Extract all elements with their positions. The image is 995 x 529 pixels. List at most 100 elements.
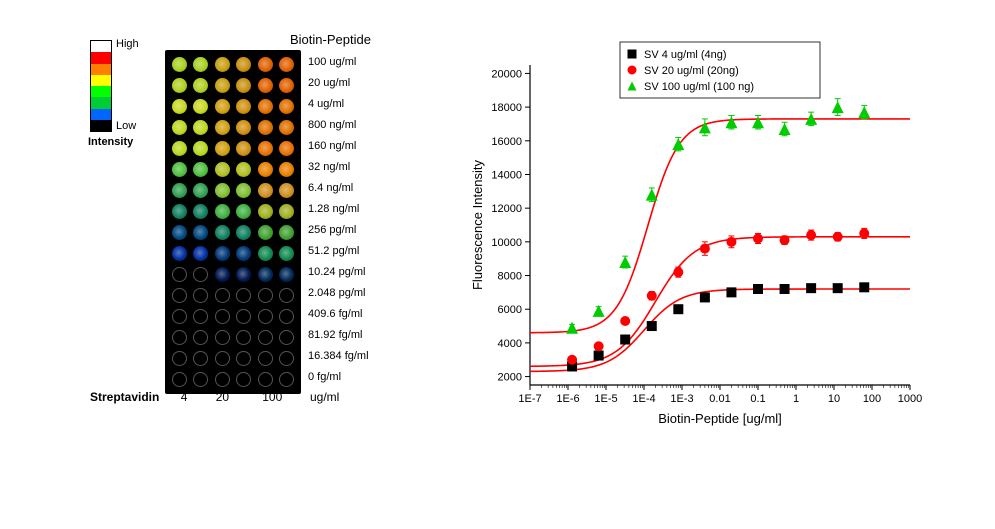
microarray-spot: [193, 246, 208, 261]
microarray-row: [169, 327, 297, 348]
microarray-row: [169, 159, 297, 180]
microarray-spot: [193, 267, 208, 282]
svg-text:10000: 10000: [491, 237, 522, 249]
svg-text:8000: 8000: [498, 271, 522, 283]
microarray-spot: [215, 78, 230, 93]
microarray-spot: [172, 372, 187, 387]
microarray-spot: [279, 246, 294, 261]
microarray-spot: [215, 288, 230, 303]
concentration-label: 0 fg/ml: [308, 367, 369, 388]
concentration-label: 4 ug/ml: [308, 94, 369, 115]
microarray-row: [169, 201, 297, 222]
svg-text:16000: 16000: [491, 136, 522, 148]
svg-text:4000: 4000: [498, 338, 522, 350]
concentration-label: 1.28 ng/ml: [308, 199, 369, 220]
microarray-spot: [279, 309, 294, 324]
microarray-spot: [193, 288, 208, 303]
microarray-spot: [279, 267, 294, 282]
concentration-label: 256 pg/ml: [308, 220, 369, 241]
microarray-spot: [193, 372, 208, 387]
microarray-spot: [258, 225, 273, 240]
microarray-spot: [172, 309, 187, 324]
microarray-spot: [193, 309, 208, 324]
microarray-spot: [193, 351, 208, 366]
svg-text:0.1: 0.1: [750, 393, 765, 405]
microarray-spot: [172, 330, 187, 345]
microarray-spot: [172, 183, 187, 198]
microarray-spot: [236, 141, 251, 156]
microarray-spot: [236, 120, 251, 135]
microarray-spot: [172, 267, 187, 282]
microarray-row: [169, 117, 297, 138]
svg-text:SV 100 ug/ml (100 ng): SV 100 ug/ml (100 ng): [644, 81, 754, 93]
colorbar-group: High Low Intensity: [90, 40, 112, 132]
concentration-label: 6.4 ng/ml: [308, 178, 369, 199]
svg-text:0.01: 0.01: [709, 393, 730, 405]
microarray-spot: [193, 204, 208, 219]
microarray-spot: [215, 99, 230, 114]
microarray-spot: [193, 330, 208, 345]
microarray-spot: [172, 57, 187, 72]
microarray-row: [169, 264, 297, 285]
microarray-spot: [172, 225, 187, 240]
svg-text:1E-5: 1E-5: [594, 393, 617, 405]
microarray-spot: [215, 141, 230, 156]
colorbar-low-label: Low: [116, 120, 136, 132]
svg-text:100: 100: [863, 393, 881, 405]
microarray-row: [169, 369, 297, 390]
microarray-spot: [215, 225, 230, 240]
microarray-spot: [236, 78, 251, 93]
svg-text:2000: 2000: [498, 372, 522, 384]
svg-text:6000: 6000: [498, 304, 522, 316]
microarray-spot: [215, 372, 230, 387]
svg-text:20000: 20000: [491, 68, 522, 80]
microarray-spot: [193, 99, 208, 114]
microarray-spot: [193, 57, 208, 72]
microarray-row: [169, 54, 297, 75]
sv-ticks: 4 20 100: [165, 388, 301, 404]
microarray-spot: [258, 183, 273, 198]
svg-text:1E-3: 1E-3: [670, 393, 693, 405]
microarray-spot: [193, 162, 208, 177]
microarray-spot: [172, 351, 187, 366]
microarray-spot: [279, 351, 294, 366]
microarray-image: [165, 50, 301, 394]
microarray-spot: [258, 246, 273, 261]
microarray-spot: [279, 120, 294, 135]
svg-text:1E-6: 1E-6: [556, 393, 579, 405]
svg-text:14000: 14000: [491, 169, 522, 181]
microarray-spot: [172, 78, 187, 93]
microarray-spot: [258, 78, 273, 93]
microarray-spot: [215, 183, 230, 198]
microarray-spot: [279, 204, 294, 219]
sv-unit: ug/ml: [310, 390, 339, 404]
microarray-spot: [172, 162, 187, 177]
microarray-spot: [215, 162, 230, 177]
microarray-spot: [215, 204, 230, 219]
microarray-spot: [236, 309, 251, 324]
microarray-row: [169, 285, 297, 306]
microarray-spot: [215, 309, 230, 324]
microarray-spot: [215, 330, 230, 345]
microarray-row: [169, 222, 297, 243]
streptavidin-label: Streptavidin: [90, 390, 159, 404]
microarray-row: [169, 180, 297, 201]
svg-text:1: 1: [793, 393, 799, 405]
colorbar: [90, 40, 112, 132]
microarray-spot: [172, 204, 187, 219]
microarray-spot: [279, 225, 294, 240]
microarray-spot: [279, 141, 294, 156]
microarray-spot: [236, 330, 251, 345]
microarray-row: [169, 243, 297, 264]
microarray-spot: [193, 225, 208, 240]
microarray-spot: [279, 78, 294, 93]
microarray-spot: [215, 246, 230, 261]
microarray-spot: [172, 99, 187, 114]
microarray-spot: [258, 351, 273, 366]
svg-text:1E-4: 1E-4: [632, 393, 655, 405]
svg-text:Biotin-Peptide [ug/ml]: Biotin-Peptide [ug/ml]: [658, 411, 782, 426]
microarray-spot: [279, 372, 294, 387]
svg-text:Fluorescence Intensity: Fluorescence Intensity: [470, 159, 485, 290]
microarray-spot: [258, 120, 273, 135]
microarray-spot: [193, 183, 208, 198]
